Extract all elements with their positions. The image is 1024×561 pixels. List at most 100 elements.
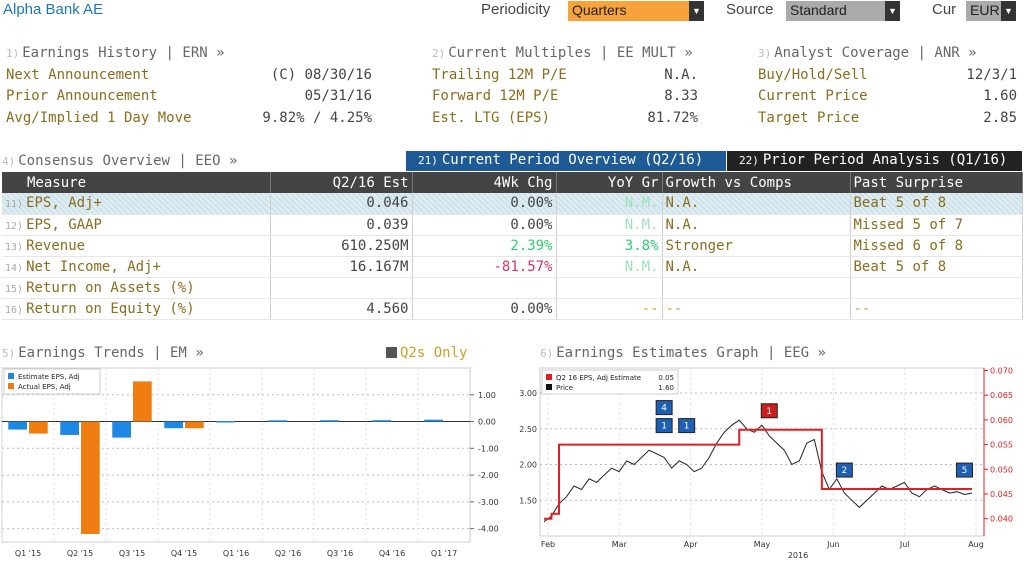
chg-cell [412,277,557,299]
x-tick-label: Q3 '16 [327,549,353,558]
x-tick-label: Aug [968,540,984,549]
yoy-cell: -- [556,298,663,320]
chg-cell: 0.00% [412,214,557,236]
price-line [543,419,973,523]
table-row[interactable]: 15) Return on Assets (%) [2,277,1023,299]
next-announcement-value: (C) 08/30/16 [270,67,372,83]
current-multiples-link[interactable]: 2) Current Multiples | EE MULT » [432,45,693,61]
legend-label: Estimate EPS, Adj [18,373,80,381]
measure-label: Revenue [26,237,86,254]
yoy-cell [556,277,663,299]
chg-cell: 0.00% [412,298,557,320]
legend-swatch [8,383,14,389]
legend-label: Q2 16 EPS, Adj Estimate [556,374,641,382]
row-number: 11) [5,199,24,211]
col-estimate[interactable]: Q2/16 Est [270,172,413,193]
currency-dropdown[interactable]: EUR ▼ [966,1,1016,21]
tab-label: Prior Period Analysis (Q1/16) [762,152,1008,168]
yoy-cell: 3.8% [556,235,663,257]
event-marker-label: 1 [684,422,690,432]
legend-swatch [8,373,14,379]
toggle-label: Q2s Only [400,345,468,361]
col-measure[interactable]: Measure [2,172,271,193]
col-4wk-chg[interactable]: 4Wk Chg [412,172,557,193]
legend-value: 0.05 [658,374,674,382]
y-tick-label: 0.00 [478,418,496,427]
y-tick-label: -2.00 [478,471,499,480]
left-tick-label: 2.00 [519,461,537,470]
x-tick-label: Jul [899,540,910,549]
actual-bar [185,421,204,429]
row-number: 15) [5,283,24,295]
estimate-cell: 0.046 [270,193,413,215]
consensus-overview-link[interactable]: 4) Consensus Overview | EEO » [2,153,237,169]
event-marker-label: 1 [766,407,772,417]
event-marker-label: 5 [962,466,968,476]
periodicity-dropdown[interactable]: Quarters ▼ [568,1,704,21]
left-tick-label: 1.50 [519,496,537,505]
actual-bar [29,421,48,434]
target-price-label: Target Price [758,110,860,126]
chg-cell: -81.57% [412,256,557,278]
buy-hold-sell-label: Buy/Hold/Sell [758,67,868,83]
surprise-cell [850,277,1023,299]
x-tick-label: Feb [541,540,555,549]
estimate-cell: 16.167M [270,256,413,278]
tab-label: Current Period Overview (Q2/16) [441,152,704,168]
right-tick-label: 0.045 [990,490,1013,499]
legend-value: 1.60 [658,384,674,392]
x-tick-label: Q2 '16 [275,549,301,558]
tab-prior-period[interactable]: 22) Prior Period Analysis (Q1/16) [727,151,1022,171]
x-tick-label: Q4 '15 [171,549,197,558]
plot-area [1,367,471,543]
earnings-trends-link[interactable]: 5) Earnings Trends | EM » [2,345,204,361]
estimate-bar [216,421,235,423]
section-title: Consensus Overview | EEO » [18,153,238,169]
table-row[interactable]: 12) EPS, GAAP 0.039 0.00% N.M. N.A. Misse… [2,214,1023,236]
currency-label: Cur [932,1,957,18]
measure-label: EPS, Adj+ [26,195,102,212]
legend-swatch [546,384,552,390]
section-title: Current Multiples | EE MULT » [448,45,693,61]
measure-label: Net Income, Adj+ [26,258,161,275]
col-yoy-gr[interactable]: YoY Gr [556,172,663,193]
earnings-history-link[interactable]: 1) Earnings History | ERN » [6,45,225,61]
col-past-surprise[interactable]: Past Surprise [850,172,1023,193]
measure-label: Return on Equity (%) [26,300,195,317]
table-row[interactable]: 11) EPS, Adj+ 0.046 0.00% N.M. N.A. Beat … [2,193,1023,215]
table-row[interactable]: 16) Return on Equity (%) 4.560 0.00% -- -… [2,298,1023,320]
estimate-cell: 4.560 [270,298,413,320]
event-marker [678,418,696,434]
top-bar: Alpha Bank AE Periodicity Quarters ▼ Sou… [0,0,1024,22]
analyst-coverage-link[interactable]: 3) Analyst Coverage | ANR » [758,45,977,61]
estimate-bar [8,421,28,430]
chg-cell: 0.00% [412,193,557,215]
company-name: Alpha Bank AE [3,1,104,18]
event-marker-label: 4 [661,404,667,414]
source-dropdown[interactable]: Standard ▼ [786,1,900,21]
measure-label: Return on Assets (%) [26,279,195,296]
source-label: Source [726,1,774,18]
table-row[interactable]: 13) Revenue 610.250M 2.39% 3.8% Stronger … [2,235,1023,257]
earnings-trends-chart: 1.00 0.00 -1.00 -2.00 -3.00 -4.00 Q1 '15 Q2 '15… [1,367,499,558]
x-tick-label: May [754,540,771,549]
prior-announcement-label: Prior Announcement [6,88,158,104]
legend-label: Actual EPS, Adj [18,383,71,391]
right-tick-label: 0.060 [990,416,1013,425]
target-price-value: 2.85 [983,110,1017,126]
table-row[interactable]: 14) Net Income, Adj+ 16.167M -81.57% N.M.… [2,256,1023,278]
left-tick-label: 2.50 [519,425,537,434]
earnings-estimates-link[interactable]: 6) Earnings Estimates Graph | EEG » [540,345,826,361]
section-number: 4) [2,155,16,168]
col-growth-vs-comps[interactable]: Growth vs Comps [662,172,851,193]
estimate-bar [60,421,79,435]
section-number: 1) [6,47,20,60]
event-marker [760,403,778,419]
tab-current-period[interactable]: 21) Current Period Overview (Q2/16) [406,151,726,171]
forward-pe-label: Forward 12M P/E [432,88,559,104]
avg-move-value: 9.82% / 4.25% [262,110,372,126]
x-year-label: 2016 [788,551,808,560]
section-title: Earnings History | ERN » [22,45,225,61]
q2s-only-toggle[interactable]: Q2s Only [386,345,467,361]
chevron-down-icon: ▼ [1001,1,1016,21]
